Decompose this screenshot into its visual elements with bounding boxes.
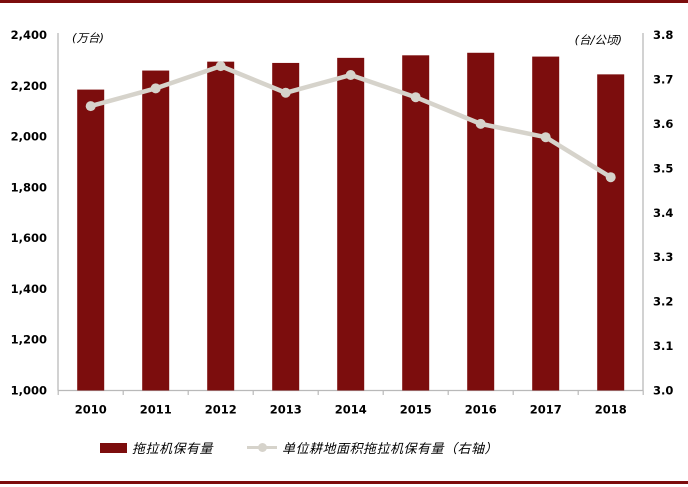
left-axis-tick-label: 1,200 — [11, 333, 47, 347]
line-marker-2012 — [215, 61, 226, 72]
right-axis-tick-label: 3.1 — [653, 339, 673, 353]
left-axis-tick-label: 1,600 — [11, 231, 47, 245]
bar-2014 — [337, 57, 365, 391]
right-axis-tick-label: 3.5 — [653, 161, 673, 175]
top-accent-band — [0, 0, 688, 3]
bar-series-swatch-icon — [100, 442, 127, 453]
left-axis-tick-label: 2,200 — [11, 79, 47, 93]
x-axis-year-label: 2013 — [270, 403, 302, 417]
x-axis-year-label: 2015 — [400, 403, 432, 417]
right-axis-tick-label: 3.0 — [653, 384, 673, 398]
right-axis-tick-label: 3.6 — [653, 117, 673, 131]
right-axis-tick-label: 3.7 — [653, 72, 673, 86]
legend-item-line-series: 单位耕地面积拖拉机保有量（右轴） — [247, 438, 498, 457]
right-axis-unit-label: (台/公顷) — [575, 33, 622, 47]
chart-legend: 拖拉机保有量 单位耕地面积拖拉机保有量（右轴） — [100, 438, 498, 457]
x-axis-year-label: 2017 — [530, 403, 562, 417]
line-marker-2014 — [345, 69, 356, 80]
x-axis-year-label: 2010 — [75, 403, 107, 417]
x-axis-year-label: 2012 — [205, 403, 237, 417]
bar-2018 — [597, 74, 625, 391]
bar-2012 — [207, 61, 235, 391]
left-axis-tick-label: 1,000 — [11, 384, 47, 398]
right-axis-tick-label: 3.2 — [653, 295, 673, 309]
x-axis-year-label: 2016 — [465, 403, 497, 417]
line-marker-2016 — [475, 118, 486, 129]
chart-plot-area: 2,400 2,200 2,000 1,800 1,600 1,400 1,200 1,000… — [11, 28, 674, 417]
right-axis-tick-label: 3.3 — [653, 250, 673, 264]
bar-2010 — [77, 89, 105, 391]
bar-2017 — [532, 56, 560, 391]
bar-2015 — [402, 55, 430, 391]
line-marker-2017 — [540, 132, 551, 143]
line-marker-2011 — [150, 83, 161, 94]
x-axis-year-label: 2018 — [595, 403, 627, 417]
x-axis-year-label: 2011 — [140, 403, 172, 417]
line-marker-2013 — [280, 87, 291, 98]
line-marker-2015 — [410, 92, 421, 103]
left-axis-tick-label: 2,000 — [11, 130, 47, 144]
line-series-swatch-icon — [247, 443, 278, 453]
bar-2011 — [142, 70, 170, 391]
left-axis-tick-label: 1,800 — [11, 180, 47, 194]
right-axis-tick-label: 3.4 — [653, 206, 673, 220]
bottom-accent-band — [0, 481, 688, 484]
line-marker-2010 — [85, 101, 96, 112]
left-axis-unit-label: (万台) — [72, 31, 104, 45]
legend-item-bar-series: 拖拉机保有量 — [100, 438, 213, 457]
x-axis-year-label: 2014 — [335, 403, 367, 417]
legend-label-line-series: 单位耕地面积拖拉机保有量（右轴） — [282, 442, 499, 457]
line-marker-2018 — [605, 172, 616, 183]
bar-2016 — [467, 52, 495, 391]
left-axis-tick-label: 2,400 — [11, 28, 47, 42]
right-axis-tick-label: 3.8 — [653, 28, 673, 42]
bar-2013 — [272, 62, 300, 391]
legend-label-bar-series: 拖拉机保有量 — [132, 442, 214, 457]
left-axis-tick-label: 1,400 — [11, 282, 47, 296]
